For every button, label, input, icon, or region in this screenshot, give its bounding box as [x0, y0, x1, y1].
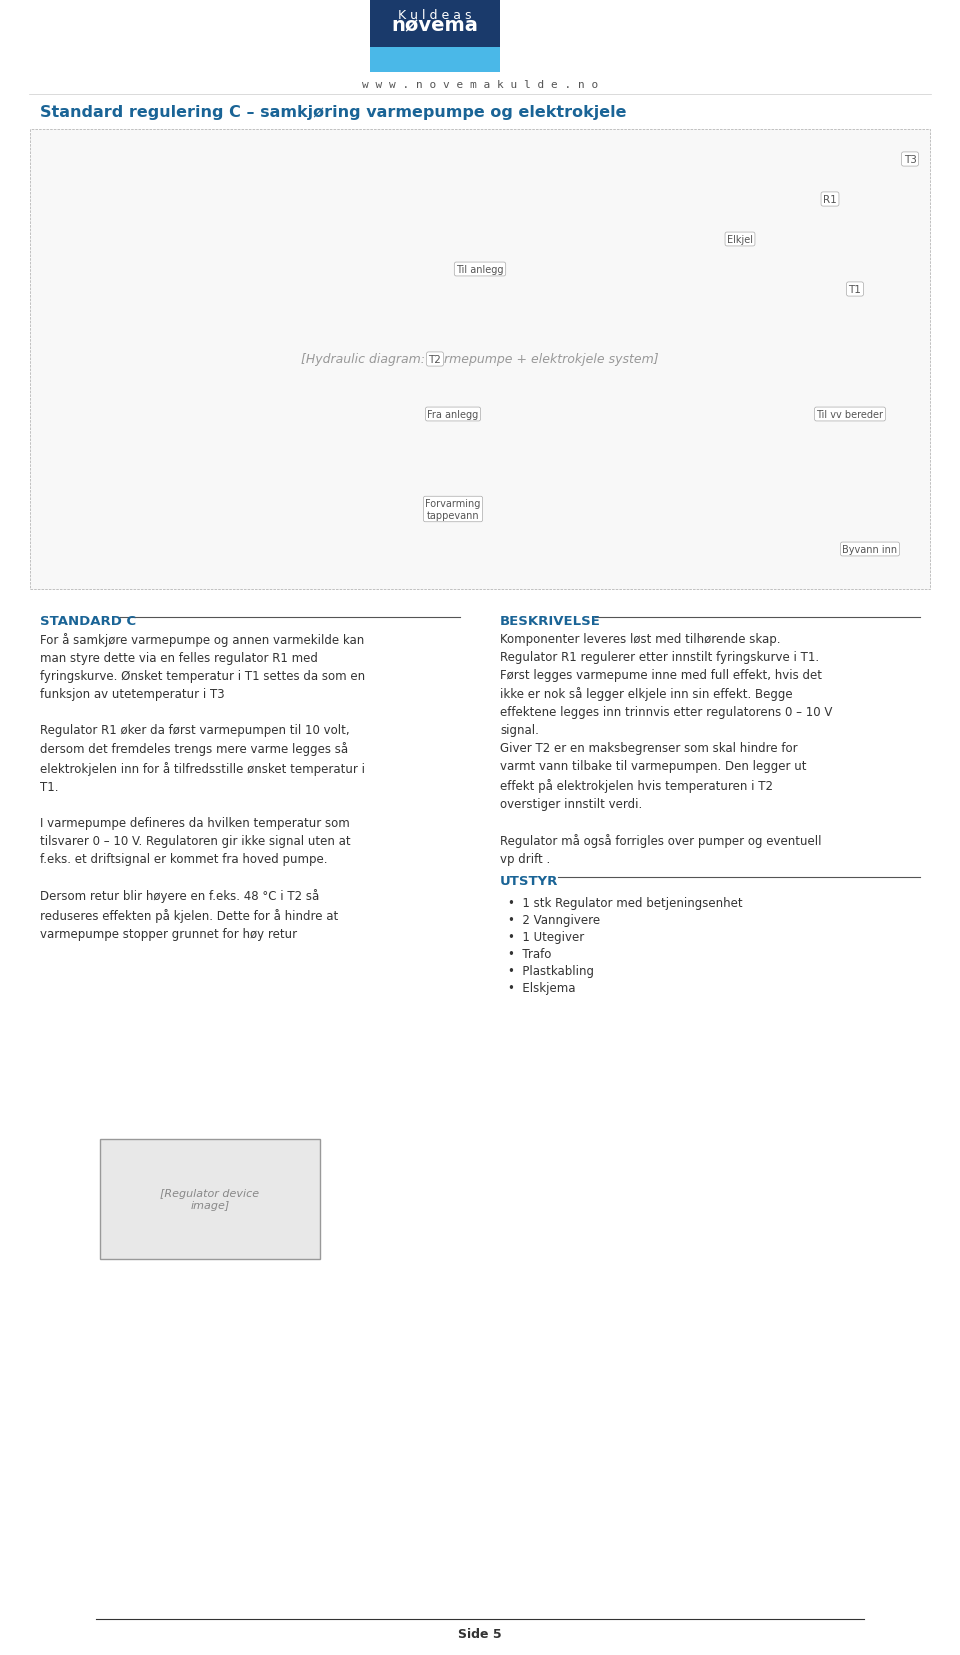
Text: Til vv bereder: Til vv bereder [817, 410, 883, 420]
Text: •  Trafo: • Trafo [508, 947, 551, 960]
Bar [370, 33, 500, 73]
Text: BESKRIVELSE: BESKRIVELSE [500, 614, 601, 627]
Text: Komponenter leveres løst med tilhørende skap.
Regulator R1 regulerer etter innst: Komponenter leveres løst med tilhørende … [500, 632, 832, 866]
Text: Fra anlegg: Fra anlegg [427, 410, 479, 420]
Bar [30, 131, 930, 589]
Text: Forvarming
tappevann: Forvarming tappevann [425, 498, 481, 520]
Text: w w w . n o v e m a k u l d e . n o: w w w . n o v e m a k u l d e . n o [362, 79, 598, 89]
Text: T1: T1 [849, 285, 861, 295]
Text: Elkjel: Elkjel [727, 235, 753, 245]
Text: Standard regulering C – samkjøring varmepumpe og elektrokjele: Standard regulering C – samkjøring varme… [40, 104, 627, 119]
Text: Byvann inn: Byvann inn [843, 544, 898, 554]
Bar [100, 1139, 320, 1259]
Text: •  Plastkabling: • Plastkabling [508, 965, 594, 978]
Text: R1: R1 [823, 195, 837, 205]
Text: T3: T3 [903, 156, 917, 166]
Text: For å samkjøre varmepumpe og annen varmekilde kan
man styre dette via en felles : For å samkjøre varmepumpe og annen varme… [40, 632, 365, 940]
Bar [370, 0, 500, 33]
Text: nøvema: nøvema [392, 17, 478, 36]
Bar [370, 48, 500, 73]
Text: [Regulator device
image]: [Regulator device image] [160, 1188, 259, 1210]
Text: •  Elskjema: • Elskjema [508, 981, 575, 995]
Text: •  1 Utegiver: • 1 Utegiver [508, 930, 585, 943]
Text: •  2 Vanngivere: • 2 Vanngivere [508, 914, 600, 927]
Text: STANDARD C: STANDARD C [40, 614, 136, 627]
Text: T2: T2 [428, 354, 442, 364]
Text: [Hydraulic diagram: varmepumpe + elektrokjele system]: [Hydraulic diagram: varmepumpe + elektro… [301, 353, 659, 366]
Text: •  1 stk Regulator med betjeningsenhet: • 1 stk Regulator med betjeningsenhet [508, 897, 743, 910]
Text: UTSTYR: UTSTYR [500, 874, 559, 887]
Text: Til anlegg: Til anlegg [456, 265, 504, 275]
Text: Side 5: Side 5 [458, 1627, 502, 1640]
Text: K u l d e a s: K u l d e a s [398, 10, 471, 22]
